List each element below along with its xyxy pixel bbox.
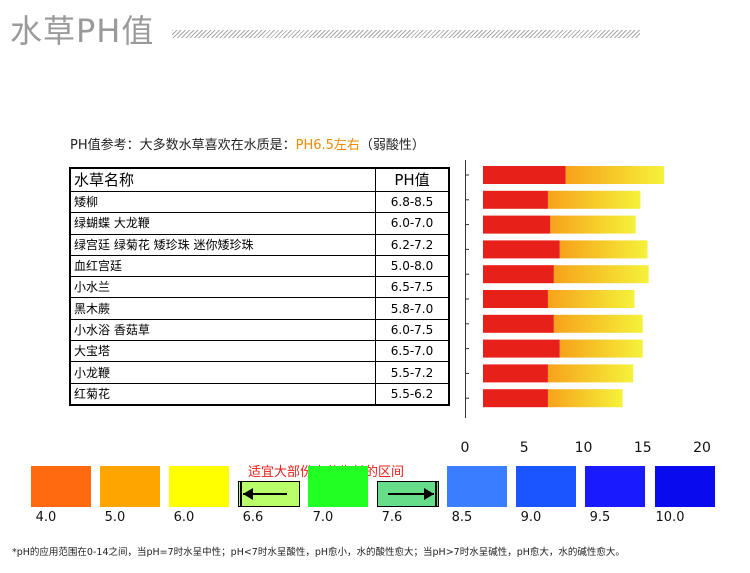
bar-segment-low — [483, 166, 566, 184]
ph-scale-label: 10.0 — [655, 510, 685, 525]
plant-name: 大宝塔 — [69, 340, 376, 363]
ph-scale-label: 8.5 — [451, 510, 473, 525]
table-row: 小水浴 香菇草 6.0-7.5 — [69, 318, 450, 342]
table-row: 大宝塔 6.5-7.0 — [69, 340, 450, 363]
ph-scale-cell — [377, 481, 439, 507]
ph-range: 6.5-7.5 — [375, 276, 450, 299]
bar-segment-low — [483, 215, 551, 234]
footnote: *pH的应用范围在0-14之间，当pH=7时水呈中性；pH<7时水呈酸性，pH愈… — [12, 547, 625, 558]
ph-scale-cell — [31, 466, 91, 507]
bar-segment-high — [547, 290, 635, 308]
x-tick-label: 10 — [575, 440, 593, 456]
bar-segment-high — [553, 265, 649, 284]
ph-scale-label: 7.6 — [381, 510, 403, 525]
bar-segment-low — [483, 364, 548, 383]
ph-scale-label: 4.0 — [35, 510, 57, 525]
title-divider — [172, 30, 640, 38]
x-tick-label: 5 — [520, 440, 529, 456]
intro-text: PH值参考：大多数水草喜欢在水质是：PH6.5左右（弱酸性） — [70, 134, 425, 153]
x-tick-label: 0 — [461, 440, 470, 456]
ph-range: 6.0-7.0 — [375, 212, 450, 235]
ph-range: 6.2-7.2 — [375, 233, 450, 256]
ph-scale-cell — [585, 466, 645, 507]
bar-segment-low — [483, 240, 560, 259]
bar-segment-low — [483, 314, 554, 333]
ph-scale-cell — [655, 466, 715, 507]
intro-suffix: （弱酸性） — [359, 138, 425, 153]
plant-name: 小水浴 香菇草 — [69, 318, 376, 342]
bar-segment-high — [547, 364, 634, 383]
bar-segment-high — [550, 215, 636, 234]
plant-name: 血红宫廷 — [69, 254, 376, 278]
table-row: 矮柳 6.8-8.5 — [69, 190, 450, 214]
ph-scale-label: 5.0 — [104, 510, 126, 525]
ph-scale-cell — [308, 466, 368, 507]
ph-range: 5.5-7.2 — [375, 361, 450, 384]
table-row: 小龙鞭 5.5-7.2 — [69, 361, 450, 384]
ph-range: 5.0-8.0 — [375, 254, 450, 278]
arrow-right-icon — [388, 482, 437, 506]
intro-prefix: PH值参考：大多数水草喜欢在水质是： — [70, 138, 296, 153]
bar-segment-high — [559, 339, 643, 358]
bar-segment-high — [565, 166, 665, 184]
ph-table: 水草名称 PH值 矮柳 6.8-8.5 绿蝴蝶 大龙鞭 6.0-7.0 绿宫廷 绿菊花 矮珍… — [69, 167, 450, 406]
plant-name: 绿蝴蝶 大龙鞭 — [69, 212, 376, 235]
ph-range: 5.8-7.0 — [375, 297, 450, 320]
bar-segment-high — [547, 389, 623, 408]
page-title: 水草PH值 — [10, 12, 155, 50]
bar-segment-high — [559, 240, 648, 259]
col-header-name: 水草名称 — [69, 167, 376, 192]
bar-segment-low — [483, 265, 554, 284]
bar-segment-low — [483, 190, 548, 209]
table-row: 绿宫廷 绿菊花 矮珍珠 迷你矮珍珠 6.2-7.2 — [69, 233, 450, 256]
ph-scale-cell — [516, 466, 576, 507]
bar-segment-low — [483, 290, 548, 308]
bar-segment-high — [553, 314, 643, 333]
ph-bar-chart: 0 5 10 15 20 — [461, 160, 710, 456]
ph-scale-label: 6.0 — [173, 510, 195, 525]
ph-scale-cell — [447, 466, 507, 507]
ph-range: 6.8-8.5 — [375, 190, 450, 214]
ph-scale-label: 7.0 — [312, 510, 334, 525]
table-row: 血红宫廷 5.0-8.0 — [69, 254, 450, 278]
table-row: 黑木蕨 5.8-7.0 — [69, 297, 450, 320]
x-tick-label: 15 — [634, 440, 652, 456]
ph-scale-cell — [100, 466, 160, 507]
bar-segment-high — [547, 190, 641, 209]
ph-range: 5.5-6.2 — [375, 382, 450, 406]
plant-name: 小水兰 — [69, 276, 376, 299]
table-row: 红菊花 5.5-6.2 — [69, 382, 450, 406]
bar-segment-low — [483, 389, 548, 408]
ph-scale-label: 9.0 — [520, 510, 542, 525]
bar-segment-low — [483, 339, 560, 358]
intro-highlight: PH6.5左右 — [295, 138, 360, 153]
ph-scale-label: 9.5 — [589, 510, 611, 525]
plant-name: 矮柳 — [69, 190, 376, 214]
ph-scale-label: 6.6 — [242, 510, 264, 525]
plant-name: 绿宫廷 绿菊花 矮珍珠 迷你矮珍珠 — [69, 233, 376, 256]
plant-name: 小龙鞭 — [69, 361, 376, 384]
table-row: 小水兰 6.5-7.5 — [69, 276, 450, 299]
x-tick-label: 20 — [693, 440, 710, 456]
plant-name: 红菊花 — [69, 382, 376, 406]
col-header-ph: PH值 — [375, 167, 450, 192]
table-row: 绿蝴蝶 大龙鞭 6.0-7.0 — [69, 212, 450, 235]
ph-scale-cell — [169, 466, 229, 507]
plant-name: 黑木蕨 — [69, 297, 376, 320]
ph-range: 6.0-7.5 — [375, 318, 450, 342]
ph-range: 6.5-7.0 — [375, 340, 450, 363]
ph-scale-cell — [238, 481, 300, 507]
arrow-left-icon — [240, 482, 287, 506]
